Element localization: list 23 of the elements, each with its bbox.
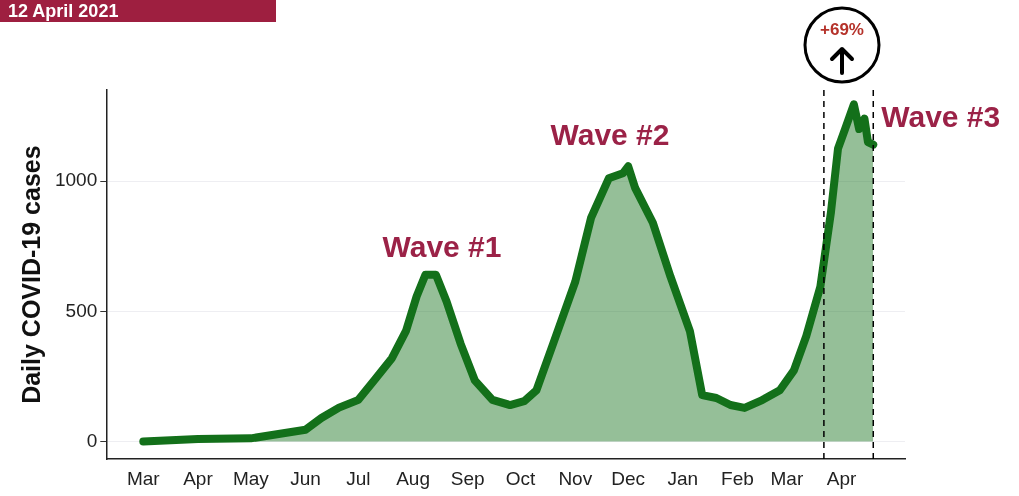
- x-tick-label: Jun: [290, 467, 321, 489]
- x-tick-label: Mar: [126, 467, 161, 489]
- y-tick-label: 1000: [54, 169, 98, 191]
- x-tick-label: Jan: [667, 467, 699, 489]
- chart-title: 12 April 2021: [0, 0, 276, 22]
- x-tick-label: Apr: [826, 467, 857, 489]
- x-tick-label: Oct: [505, 467, 537, 489]
- x-tick-label: May: [232, 467, 270, 489]
- y-axis-title: Daily COVID-19 cases: [16, 145, 45, 404]
- x-tick-label: Jul: [346, 467, 371, 489]
- annotation: Wave #3: [881, 99, 1001, 133]
- text: +69%: [819, 20, 865, 40]
- x-tick-label: Aug: [396, 467, 430, 489]
- x-tick-label: Nov: [558, 467, 593, 489]
- x-tick-label: Apr: [183, 467, 214, 489]
- x-tick-label: Sep: [450, 467, 485, 489]
- x-tick-label: Dec: [611, 467, 646, 489]
- annotation: Wave #2: [549, 118, 671, 152]
- y-tick-label: 500: [65, 299, 98, 321]
- x-tick-label: Mar: [770, 467, 804, 489]
- annotation: Wave #1: [381, 230, 503, 264]
- x-tick-label: Feb: [721, 467, 754, 489]
- y-tick-label: 0: [86, 429, 98, 451]
